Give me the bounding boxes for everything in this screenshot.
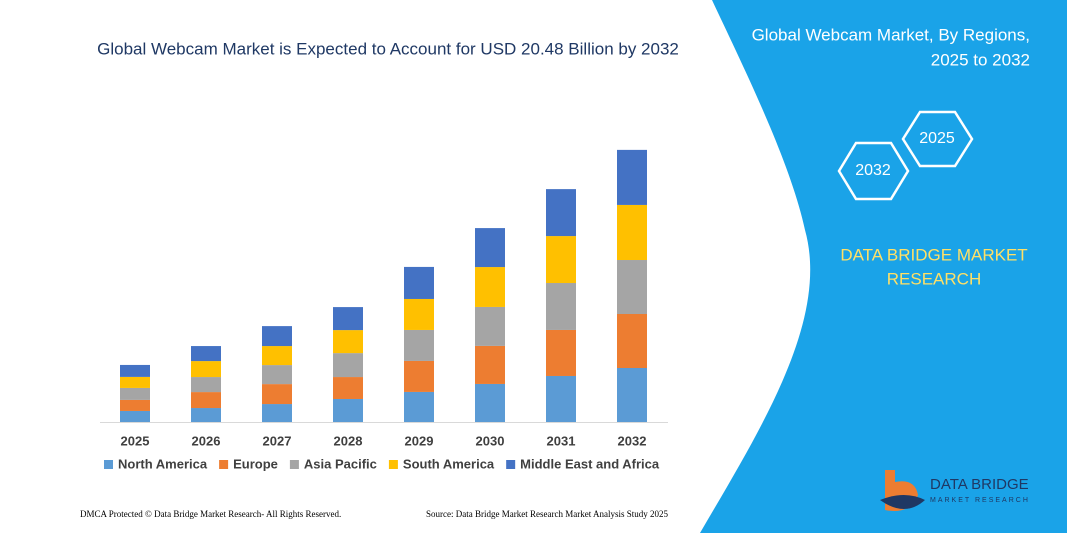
- bar-segment: [546, 236, 576, 284]
- x-tick-label: 2029: [405, 433, 434, 448]
- brand-text: DATA BRIDGE MARKET: [840, 245, 1027, 264]
- x-tick-label: 2031: [547, 433, 576, 448]
- bar-segment: [262, 365, 292, 385]
- legend-label: North America: [118, 456, 208, 471]
- bar-segment: [404, 391, 434, 422]
- legend-label: Asia Pacific: [304, 456, 377, 471]
- bar-segment: [546, 283, 576, 330]
- x-tick-label: 2030: [476, 433, 505, 448]
- bar-segment: [404, 266, 434, 299]
- bar-segment: [333, 353, 363, 378]
- logo-name: DATA BRIDGE: [930, 476, 1029, 493]
- bar-segment: [262, 384, 292, 405]
- chart-title: Global Webcam Market is Expected to Acco…: [97, 39, 679, 58]
- bar-segment: [475, 267, 505, 307]
- legend-swatch: [219, 460, 229, 469]
- x-tick-label: 2032: [618, 433, 647, 448]
- bar-segment: [333, 330, 363, 354]
- bar-segment: [262, 404, 292, 422]
- hexagon: [837, 141, 910, 201]
- logo-icon: [880, 495, 925, 509]
- legend-swatch: [506, 460, 516, 469]
- hexagon-label: 2032: [855, 162, 891, 179]
- bar-segment: [404, 360, 434, 392]
- bar-segment: [262, 326, 292, 347]
- bar-segment: [191, 346, 221, 362]
- legend-label: Europe: [233, 456, 278, 471]
- bar-segment: [546, 375, 576, 422]
- bar-segment: [404, 298, 434, 330]
- bar-segment: [120, 376, 150, 388]
- logo: DATA BRIDGE MARKET RESEARCH: [880, 470, 1030, 511]
- bar-segment: [617, 204, 647, 261]
- bar-segment: [191, 408, 221, 422]
- hexagon-label: 2025: [919, 130, 955, 147]
- bar-segment: [120, 364, 150, 377]
- bar-segment: [120, 410, 150, 422]
- bar-segment: [120, 399, 150, 411]
- bar-segment: [262, 346, 292, 366]
- bar-segment: [475, 345, 505, 384]
- brand-text: RESEARCH: [887, 269, 981, 288]
- side-panel: [700, 0, 1067, 533]
- bar-segment: [617, 368, 647, 422]
- bar-segment: [546, 189, 576, 237]
- bar-segment: [191, 392, 221, 409]
- legend-swatch: [104, 460, 113, 469]
- bar-segment: [546, 329, 576, 376]
- bar-segment: [333, 307, 363, 331]
- panel-title: 2025 to 2032: [931, 50, 1030, 69]
- footer-left: DMCA Protected © Data Bridge Market Rese…: [80, 509, 341, 519]
- bar-segment: [617, 149, 647, 205]
- bar-segment: [475, 306, 505, 346]
- footer-right: Source: Data Bridge Market Research Mark…: [426, 509, 668, 519]
- bar-segment: [404, 329, 434, 361]
- x-tick-label: 2028: [334, 433, 363, 448]
- legend-swatch: [388, 460, 398, 469]
- panel-title: Global Webcam Market, By Regions,: [752, 25, 1030, 44]
- x-tick-label: 2025: [121, 433, 150, 448]
- bar-segment: [191, 361, 221, 378]
- bar-segment: [475, 383, 505, 422]
- legend-swatch: [289, 460, 299, 469]
- bar-segment: [475, 228, 505, 268]
- bar-segment: [617, 260, 647, 315]
- logo-tagline: MARKET RESEARCH: [930, 497, 1030, 504]
- bar-segment: [191, 377, 221, 393]
- x-tick-label: 2027: [263, 433, 292, 448]
- bar-segment: [333, 398, 363, 422]
- hexagon: [901, 110, 974, 168]
- legend-label: Middle East and Africa: [520, 456, 660, 471]
- x-tick-label: 2026: [192, 433, 221, 448]
- bar-segment: [333, 377, 363, 399]
- bar-segment: [120, 387, 150, 400]
- bar-segment: [617, 314, 647, 369]
- legend-label: South America: [403, 456, 495, 471]
